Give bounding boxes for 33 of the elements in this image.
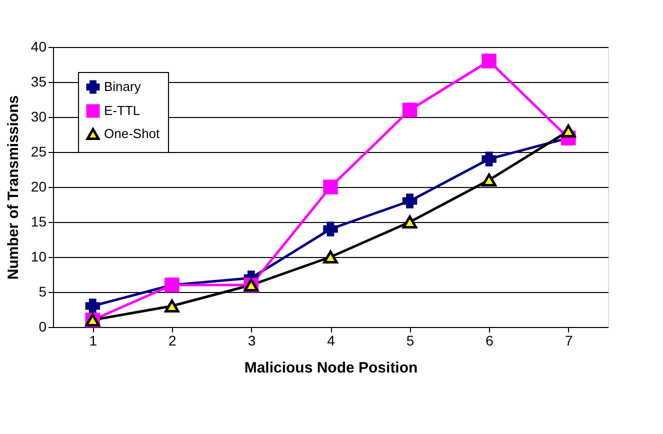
y-tick-label: 20 — [30, 178, 47, 194]
x-tick-label: 4 — [327, 332, 336, 348]
point — [85, 298, 100, 314]
y-tick-label: 0 — [38, 318, 47, 334]
y-tick-label: 25 — [30, 144, 47, 160]
y-tick-label: 15 — [30, 214, 47, 230]
point — [164, 299, 180, 313]
x-tick-label: 2 — [168, 332, 177, 348]
y-tick-label: 40 — [30, 38, 47, 54]
legend-label: E-TTL — [104, 103, 140, 118]
legend-label: Binary — [104, 79, 142, 94]
y-tick-label: 5 — [38, 284, 47, 300]
y-tick-label: 10 — [30, 248, 47, 264]
legend-label: One-Shot — [104, 126, 160, 141]
x-tick-label: 3 — [248, 332, 256, 348]
point — [482, 152, 496, 166]
x-axis-title: Malicious Node Position — [244, 360, 418, 376]
x-tick-label: 5 — [406, 332, 414, 348]
y-axis-title: Number of Transmissions — [4, 95, 22, 280]
point — [402, 215, 418, 229]
point — [482, 54, 496, 68]
point — [482, 173, 496, 187]
point — [560, 124, 576, 138]
point — [323, 250, 338, 264]
y-tick-label: 35 — [30, 74, 47, 90]
point — [323, 180, 338, 194]
y-tick-label: 30 — [30, 108, 47, 124]
point — [402, 102, 418, 118]
x-tick-label: 7 — [564, 332, 573, 348]
x-tick-label: 6 — [486, 332, 494, 348]
x-tick-label: 1 — [89, 332, 98, 348]
point — [402, 194, 418, 208]
point — [323, 222, 338, 236]
